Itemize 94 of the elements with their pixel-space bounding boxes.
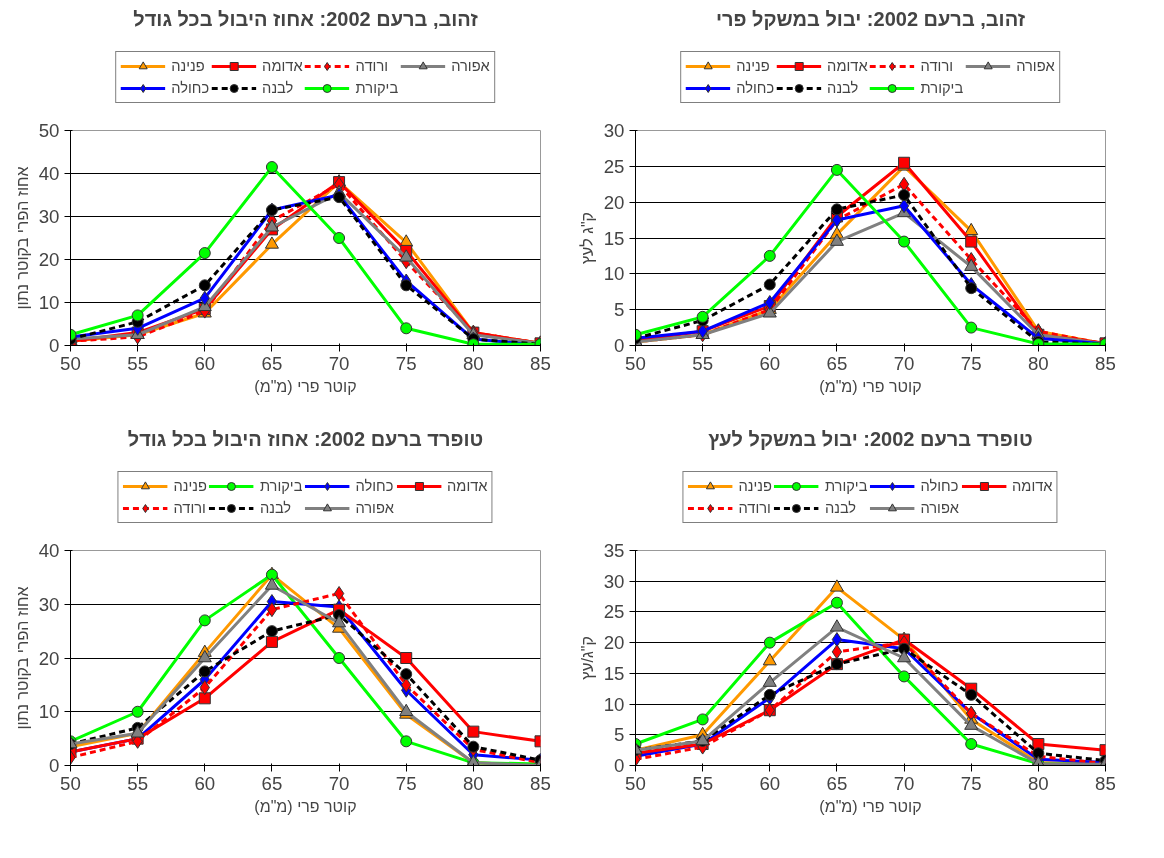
x-axis-title: קוטר פרי (מ"מ) xyxy=(254,377,357,395)
legend-label: ורודה xyxy=(355,58,389,74)
y-tick-label: 20 xyxy=(38,647,60,669)
y-tick-label: 30 xyxy=(603,570,625,592)
legend-label: ורודה xyxy=(738,500,771,516)
x-tick-label: 80 xyxy=(462,772,484,794)
y-tick-label: 25 xyxy=(603,601,625,623)
x-tick-label: 55 xyxy=(127,772,149,794)
y-axis-title: ק"ג/עץ xyxy=(578,636,596,680)
x-tick-label: 60 xyxy=(759,352,781,374)
legend-label: פנינה xyxy=(171,58,205,74)
legend-label: לבנה xyxy=(259,500,292,516)
x-axis-title: קוטר פרי (מ"מ) xyxy=(819,377,922,395)
legend-label: כחולה xyxy=(171,80,210,96)
y-tick-label: 0 xyxy=(614,335,625,356)
legend-label: כחולה xyxy=(736,80,775,96)
legend-label: אפורה xyxy=(451,58,490,74)
y-tick-label: 0 xyxy=(49,335,60,356)
legend-label: אפורה xyxy=(355,500,395,516)
legend-label: אפורה xyxy=(920,500,960,516)
legend-label: ורודה xyxy=(920,58,954,74)
y-tick-label: 10 xyxy=(38,701,60,723)
x-tick-label: 55 xyxy=(692,772,714,794)
legend-label: אדומה xyxy=(262,58,303,74)
x-tick-label: 60 xyxy=(194,352,216,374)
x-tick-label: 60 xyxy=(759,772,781,794)
x-tick-label: 65 xyxy=(261,772,283,794)
chart-title: זהוב, ברעם 2002: יבול במשקל פרי xyxy=(715,7,1026,30)
x-tick-label: 70 xyxy=(893,352,915,374)
legend-label: כחולה xyxy=(920,478,959,494)
y-tick-label: 20 xyxy=(603,632,625,654)
y-tick-label: 35 xyxy=(603,540,625,561)
x-tick-label: 75 xyxy=(395,352,417,374)
x-tick-label: 75 xyxy=(960,352,982,374)
x-tick-label: 70 xyxy=(893,772,915,794)
x-tick-label: 85 xyxy=(1095,352,1116,374)
x-tick-label: 70 xyxy=(328,352,350,374)
legend-label: לבנה xyxy=(824,500,857,516)
y-tick-label: 30 xyxy=(603,120,625,141)
x-tick-label: 85 xyxy=(530,772,551,794)
y-tick-label: 40 xyxy=(38,540,60,561)
legend-label: ביקורת xyxy=(824,478,868,494)
chart-title: זהוב, ברעם 2002: אחוז היבול בכל גודל xyxy=(133,7,479,30)
y-tick-label: 15 xyxy=(603,662,625,684)
x-tick-label: 75 xyxy=(395,772,417,794)
x-tick-label: 85 xyxy=(530,352,551,374)
legend-label: ביקורת xyxy=(259,478,303,494)
y-tick-label: 50 xyxy=(38,120,60,141)
legend-label: לבנה xyxy=(262,80,294,96)
legend-label: ורודה xyxy=(173,500,206,516)
y-tick-label: 0 xyxy=(614,755,625,776)
legend-label: פנינה xyxy=(738,478,772,494)
x-tick-label: 70 xyxy=(328,772,350,794)
legend-label: ביקורת xyxy=(355,80,399,96)
y-tick-label: 15 xyxy=(603,227,625,249)
y-tick-label: 5 xyxy=(614,299,625,321)
legend-label: פנינה xyxy=(736,58,770,74)
x-tick-label: 85 xyxy=(1095,772,1116,794)
y-tick-label: 5 xyxy=(614,724,625,746)
legend-label: לבנה xyxy=(827,80,859,96)
y-tick-label: 10 xyxy=(38,292,60,313)
x-axis-title: קוטר פרי (מ"מ) xyxy=(819,797,922,815)
x-tick-label: 55 xyxy=(692,352,714,374)
chart-title: טופרד ברעם 2002: אחוז היבול בכל גודל xyxy=(127,427,484,450)
x-tick-label: 65 xyxy=(261,352,283,374)
y-tick-label: 40 xyxy=(38,163,60,184)
x-tick-label: 80 xyxy=(1027,772,1049,794)
y-tick-label: 25 xyxy=(603,155,625,177)
y-tick-label: 30 xyxy=(38,206,60,227)
y-tick-label: 10 xyxy=(603,693,625,715)
legend-label: פנינה xyxy=(173,478,207,494)
x-tick-label: 80 xyxy=(1027,352,1049,374)
y-axis-title: ק"ג לעץ xyxy=(578,211,596,265)
x-tick-label: 80 xyxy=(462,352,484,374)
y-tick-label: 20 xyxy=(38,249,60,270)
y-tick-label: 20 xyxy=(603,191,625,213)
x-axis-title: קוטר פרי (מ"מ) xyxy=(254,797,357,815)
legend-label: כחולה xyxy=(355,478,394,494)
legend-label: אדומה xyxy=(447,478,488,494)
y-tick-label: 30 xyxy=(38,593,60,615)
y-tick-label: 10 xyxy=(603,263,625,285)
legend-label: אפורה xyxy=(1016,58,1055,74)
x-tick-label: 55 xyxy=(127,352,149,374)
legend-label: אדומה xyxy=(1012,478,1053,494)
y-tick-label: 0 xyxy=(49,755,60,776)
y-axis-title: אחוז הפרי בקוטר נתון xyxy=(13,166,31,310)
legend-label: ביקורת xyxy=(920,80,964,96)
chart-title: טופרד ברעם 2002: יבול במשקל לעץ xyxy=(708,427,1033,450)
x-tick-label: 75 xyxy=(960,772,982,794)
x-tick-label: 65 xyxy=(826,352,848,374)
y-axis-title: אחוז הפרי בקוטר נתון xyxy=(13,586,31,730)
x-tick-label: 60 xyxy=(194,772,216,794)
legend-label: אדומה xyxy=(827,58,868,74)
x-tick-label: 65 xyxy=(826,772,848,794)
